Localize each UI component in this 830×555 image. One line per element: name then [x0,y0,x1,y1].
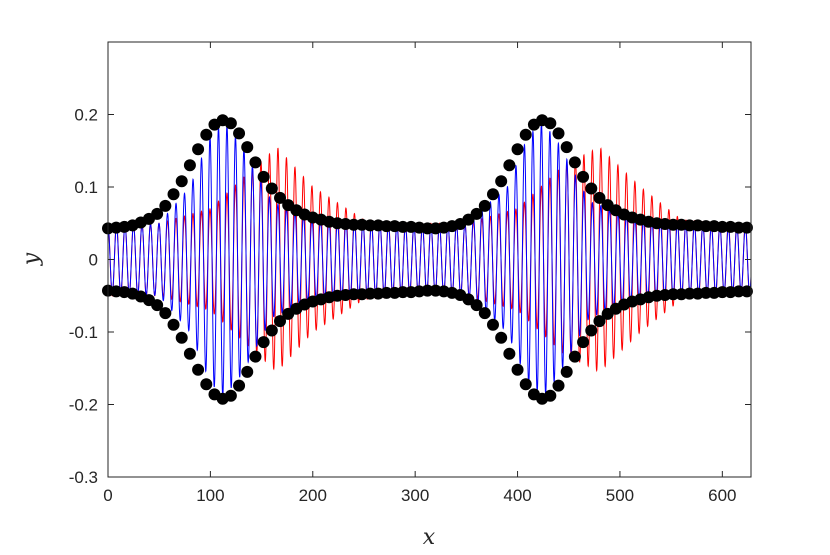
x-tick-label: 500 [606,486,634,505]
marker-lower [486,318,499,331]
y-tick-label: -0.3 [69,468,98,487]
marker-lower [470,299,483,312]
marker-lower [577,336,590,349]
marker-upper [200,128,213,141]
y-tick-label: 0.2 [74,106,98,125]
marker-upper [470,207,483,220]
y-tick-label: -0.2 [69,396,98,415]
x-tick-label: 300 [401,486,429,505]
y-axis-label: y [19,252,44,266]
marker-lower [511,363,524,376]
marker-lower [552,379,565,392]
y-tick-label: 0 [89,251,98,270]
marker-lower [593,315,606,328]
marker-lower [519,378,532,391]
marker-lower [585,324,598,337]
marker-lower [200,378,213,391]
marker-upper [519,128,532,141]
marker-upper [593,191,606,204]
x-tick-label: 200 [299,486,327,505]
x-axis-label: x [423,525,436,550]
x-tick-label: 400 [503,486,531,505]
marker-lower [568,350,581,363]
marker-lower [478,307,491,320]
marker-lower [740,285,753,298]
marker-lower [233,379,246,392]
marker-upper [552,127,565,140]
marker-upper [265,182,278,195]
marker-upper [577,170,590,183]
marker-upper [495,175,508,188]
marker-upper [175,175,188,188]
marker-upper [478,199,491,212]
marker-lower [175,331,188,344]
marker-upper [560,141,573,154]
marker-upper [192,143,205,156]
marker-upper [544,117,557,130]
marker-lower [159,307,172,320]
marker-upper [159,199,172,212]
y-tick-label: -0.1 [69,323,98,342]
marker-upper [249,156,262,169]
marker-upper [740,221,753,234]
marker-lower [257,336,270,349]
marker-lower [241,365,254,378]
marker-lower [265,324,278,337]
marker-upper [585,182,598,195]
marker-lower [274,315,287,328]
x-tick-label: 0 [103,486,112,505]
marker-lower [544,389,557,402]
marker-upper [241,141,254,154]
marker-upper [257,170,270,183]
marker-upper [167,188,180,201]
marker-upper [151,207,164,220]
marker-upper [183,159,196,172]
marker-lower [560,365,573,378]
marker-upper [224,117,237,130]
marker-lower [151,299,164,312]
x-tick-label: 600 [708,486,736,505]
marker-lower [503,347,516,360]
y-tick-label: 0.1 [74,178,98,197]
x-tick-label: 100 [196,486,224,505]
marker-upper [274,191,287,204]
tick-layer: 0 100 200 300 400 500 600 -0.3 -0.2 -0.1 0 0.1 0.2 [69,42,751,505]
marker-upper [486,188,499,201]
marker-lower [249,350,262,363]
marker-lower [183,347,196,360]
plot-background [108,42,751,477]
marker-lower [192,363,205,376]
marker-upper [568,156,581,169]
marker-lower [495,331,508,344]
marker-upper [233,127,246,140]
marker-lower [167,318,180,331]
marker-layer [102,114,753,405]
marker-lower [224,389,237,402]
marker-upper [511,143,524,156]
marker-upper [503,159,516,172]
